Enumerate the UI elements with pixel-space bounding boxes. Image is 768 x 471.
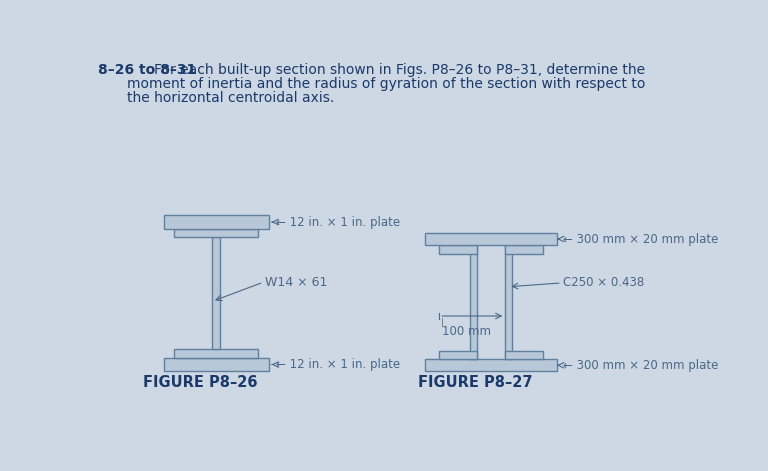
Bar <box>425 233 557 245</box>
Bar <box>174 229 258 237</box>
Bar <box>505 351 543 359</box>
Bar <box>470 245 477 359</box>
Bar <box>212 237 220 349</box>
Bar <box>505 245 543 254</box>
Bar <box>425 359 557 372</box>
Text: W14 × 61: W14 × 61 <box>265 276 327 289</box>
Text: |: | <box>441 317 444 326</box>
Text: the horizontal centroidal axis.: the horizontal centroidal axis. <box>127 91 334 105</box>
Bar <box>174 349 258 357</box>
Bar <box>164 215 269 229</box>
Text: ← 12 in. × 1 in. plate: ← 12 in. × 1 in. plate <box>276 216 400 228</box>
Text: ← 300 mm × 20 mm plate: ← 300 mm × 20 mm plate <box>563 233 719 245</box>
Text: C250 × 0.438: C250 × 0.438 <box>563 276 644 289</box>
Text: FIGURE P8–27: FIGURE P8–27 <box>419 375 533 390</box>
Bar <box>164 357 269 372</box>
Bar <box>439 245 477 254</box>
Bar <box>505 245 512 359</box>
Text: For each built-up section shown in Figs. P8–26 to P8–31, determine the: For each built-up section shown in Figs.… <box>154 64 645 77</box>
Text: 100 mm: 100 mm <box>442 325 492 338</box>
Text: 8–26 to 8–31: 8–26 to 8–31 <box>98 64 196 77</box>
Text: moment of inertia and the radius of gyration of the section with respect to: moment of inertia and the radius of gyra… <box>127 77 645 91</box>
Text: ← 300 mm × 20 mm plate: ← 300 mm × 20 mm plate <box>563 359 719 372</box>
Text: ← 12 in. × 1 in. plate: ← 12 in. × 1 in. plate <box>276 358 400 371</box>
Bar <box>439 351 477 359</box>
Text: FIGURE P8–26: FIGURE P8–26 <box>144 375 258 390</box>
